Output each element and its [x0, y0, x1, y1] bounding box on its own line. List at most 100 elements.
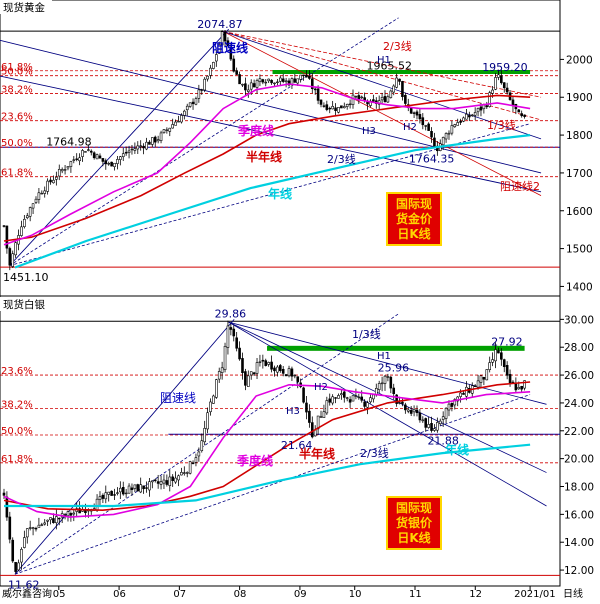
gold-yearly-label: 年线	[268, 186, 292, 201]
silver-candle-body	[302, 387, 305, 403]
gold-candle-body	[209, 67, 212, 76]
gold-fib-label: 61.8%	[1, 168, 33, 179]
silver-candle-body	[395, 394, 398, 404]
gold-candle-body	[31, 203, 35, 209]
silver-h3-label: H3	[286, 406, 300, 417]
silver-candle-body	[49, 517, 52, 521]
silver-candle-body	[485, 369, 489, 381]
gold-candle-body	[287, 80, 291, 86]
silver-candle-body	[267, 362, 270, 365]
gold-h2-label: H2	[403, 122, 417, 133]
silver-candle-body	[278, 365, 282, 371]
gold-y-tick-label: 1400	[566, 281, 593, 293]
gold-candle-body	[55, 176, 58, 180]
gold-stamp-line-2: 货金价	[396, 211, 433, 226]
silver-candle-body	[418, 412, 422, 421]
silver-fib-label: 38.2%	[1, 400, 33, 411]
silver-h1-line	[228, 321, 547, 405]
gold-candle-body	[270, 79, 273, 84]
silver-candle-body	[200, 440, 204, 452]
gold-candle-body	[116, 159, 119, 164]
gold-candle-body	[453, 124, 457, 128]
gold-candle-body	[299, 74, 302, 80]
gold-candle-body	[465, 113, 468, 120]
silver-candle-body	[293, 374, 297, 377]
silver-candle-body	[337, 395, 340, 399]
gold-candle-body	[380, 96, 384, 101]
gold-candle-body	[328, 107, 332, 110]
gold-stamp: 国际现 货金价 日K线	[386, 192, 442, 246]
silver-candle-body	[43, 522, 47, 525]
gold-bottom-label: 1451.10	[3, 271, 49, 284]
silver-candle-body	[133, 484, 137, 489]
silver-candle-body	[491, 359, 494, 363]
silver-candle-body	[284, 374, 288, 377]
gold-candle-body	[281, 78, 285, 82]
gold-candle-body	[456, 122, 460, 126]
silver-candle-body	[25, 528, 29, 538]
gold-candle-body	[342, 106, 346, 109]
gold-candle-body	[2, 225, 6, 227]
gold-half-year-label: 半年线	[246, 149, 282, 164]
gold-candle-body	[412, 112, 416, 114]
silver-candle-body	[209, 401, 212, 413]
gold-half-year-ma	[3, 94, 531, 242]
silver-candle-body	[462, 392, 465, 395]
gold-candle-body	[40, 192, 44, 195]
gold-candle-body	[159, 132, 163, 141]
gold-candle-body	[5, 225, 9, 249]
silver-candle-body	[270, 361, 273, 370]
silver-candle-body	[46, 519, 49, 522]
silver-h3-line	[228, 321, 547, 507]
silver-candle-body	[185, 472, 189, 474]
gold-candle-body	[37, 192, 41, 200]
gold-candle-body	[360, 96, 364, 99]
silver-stamp-line-2: 货银价	[396, 515, 433, 530]
gold-candle-body	[340, 105, 343, 109]
silver-candle-body	[322, 411, 326, 418]
gold-candle-body	[322, 105, 326, 107]
gold-candle-body	[168, 127, 172, 132]
gold-low-label: 1764.98	[46, 135, 91, 148]
silver-candle-body	[523, 380, 526, 389]
gold-candle-body	[57, 169, 61, 177]
silver-candle-body	[450, 402, 454, 407]
gold-candle-body	[11, 253, 15, 267]
gold-candle-body	[14, 242, 17, 256]
silver-half-year-ma	[3, 381, 531, 512]
silver-candle-body	[69, 513, 73, 516]
gold-candle-body	[296, 78, 300, 84]
silver-candle-body	[482, 376, 486, 380]
gold-candle-body	[409, 107, 413, 114]
silver-candle-body	[212, 395, 215, 404]
silver-candle-body	[247, 375, 250, 387]
gold-candle-body	[60, 169, 64, 172]
x-axis-label: 07	[173, 589, 186, 600]
gold-candle-body	[180, 115, 183, 123]
gold-candle-body	[310, 78, 314, 89]
silver-high-label: 25.96	[378, 362, 410, 375]
gold-candle-body	[482, 104, 486, 110]
silver-candle-body	[476, 380, 480, 388]
silver-stamp: 国际现 货银价 日K线	[386, 496, 442, 550]
gold-y-tick-label: 1800	[566, 130, 593, 142]
gold-y-tick-label: 1600	[566, 206, 593, 218]
silver-fib-label: 23.6%	[1, 366, 33, 377]
silver-candle-body	[252, 372, 256, 375]
silver-stamp-line-1: 国际现	[396, 501, 432, 515]
gold-candle-body	[450, 125, 454, 134]
silver-candle-body	[249, 371, 253, 376]
silver-candle-body	[258, 361, 262, 363]
silver-candle-body	[273, 367, 276, 372]
gold-candle-body	[127, 150, 131, 153]
silver-candle-body	[436, 422, 439, 431]
gold-candle-body	[241, 83, 244, 86]
silver-candle-body	[153, 479, 157, 481]
gold-candle-body	[89, 150, 93, 153]
x-axis-label: 11	[409, 589, 422, 600]
silver-candle-body	[104, 492, 108, 500]
gold-h3-label: H3	[362, 126, 376, 137]
gold-y-tick-label: 1500	[566, 244, 593, 256]
silver-candle-body	[206, 412, 209, 430]
